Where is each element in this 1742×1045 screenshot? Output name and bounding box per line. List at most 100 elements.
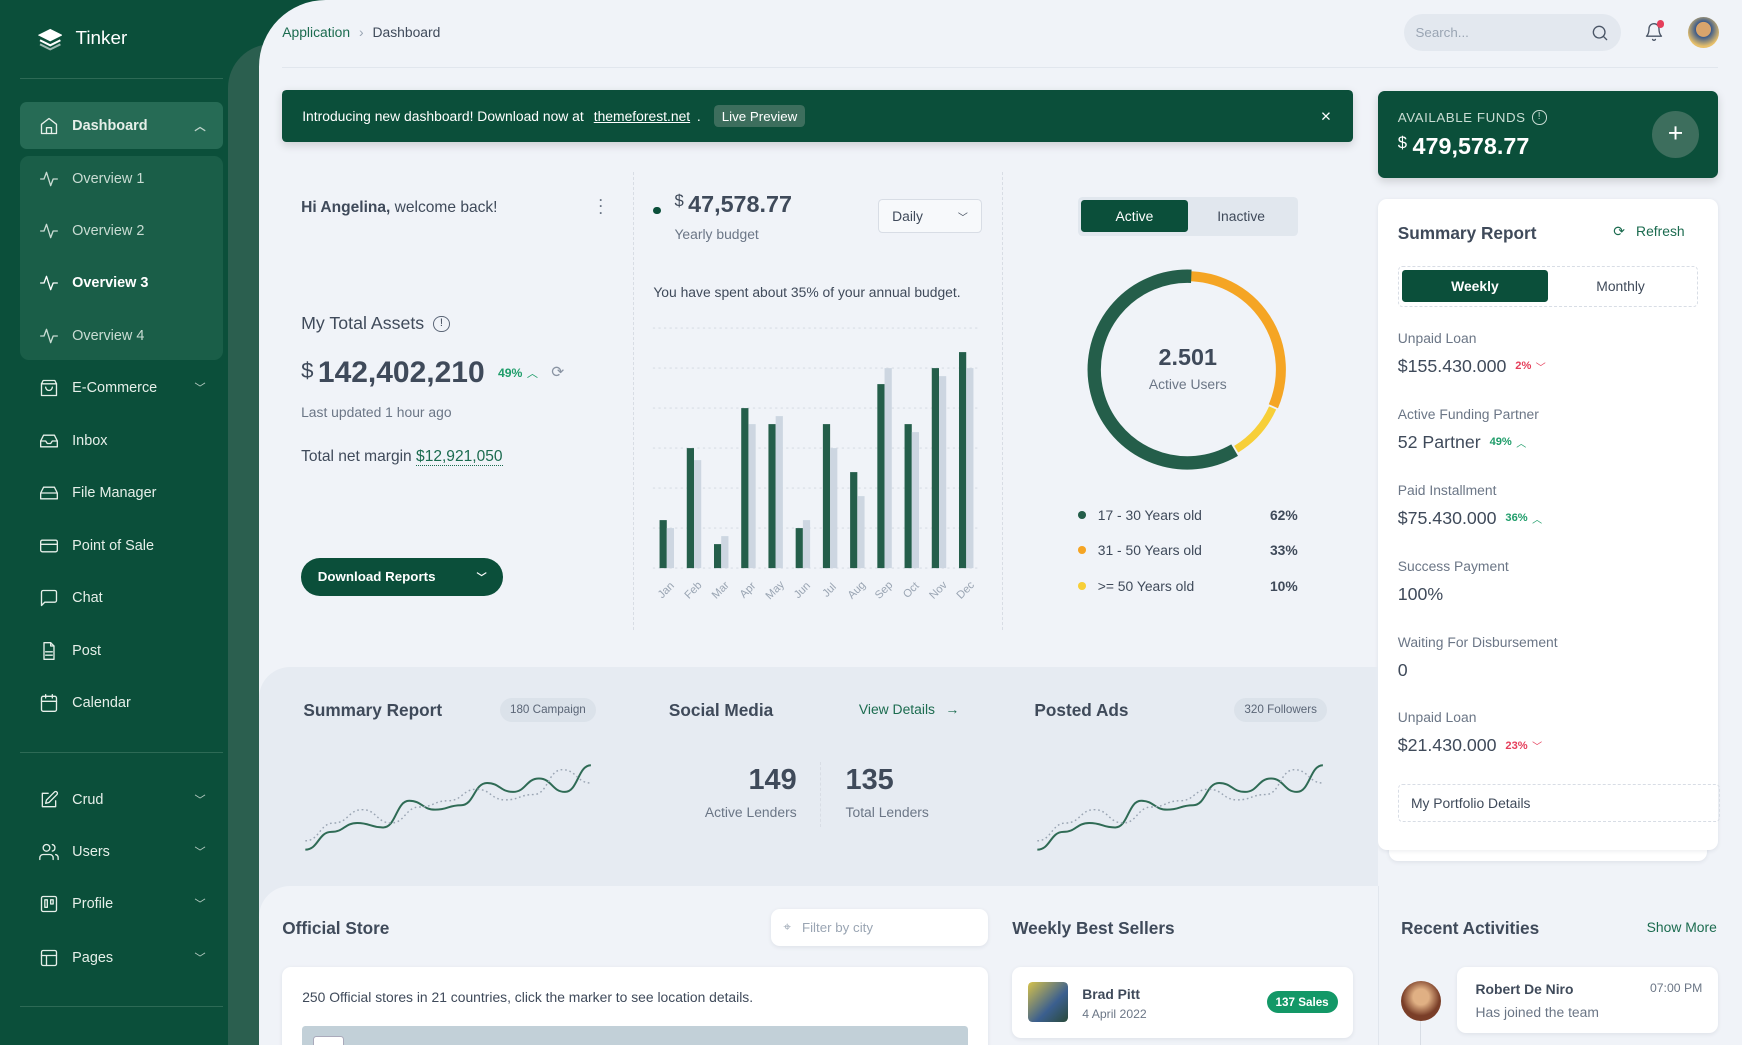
bar-jan-secondary[interactable] bbox=[667, 527, 675, 568]
activity-icon bbox=[39, 223, 58, 239]
show-more-link[interactable]: Show More bbox=[1646, 918, 1717, 935]
bar-jun-secondary[interactable] bbox=[803, 519, 811, 568]
bar-apr-secondary[interactable] bbox=[748, 423, 757, 568]
donut-slice-1[interactable] bbox=[1187, 271, 1287, 409]
bar-apr-primary[interactable] bbox=[741, 407, 749, 568]
trello-icon bbox=[40, 896, 58, 913]
summary-report-card: Summary Report ⟳ Refresh Weekly Monthly U… bbox=[1377, 198, 1720, 850]
sidebar-item-overview-1[interactable]: Overview 1 bbox=[20, 156, 223, 203]
plus-icon: + bbox=[1667, 118, 1684, 149]
bar-sep-primary[interactable] bbox=[877, 383, 885, 568]
bar-may-secondary[interactable] bbox=[776, 415, 784, 568]
donut-slice-2[interactable] bbox=[1234, 406, 1277, 453]
message-square-icon bbox=[40, 589, 58, 606]
bar-jul-primary[interactable] bbox=[823, 423, 831, 568]
net-margin-value[interactable]: $12,921,050 bbox=[416, 447, 503, 466]
bar-aug-primary[interactable] bbox=[850, 471, 858, 568]
map-zoom-control[interactable] bbox=[313, 1035, 345, 1045]
bar-aug-secondary[interactable] bbox=[857, 495, 865, 568]
breadcrumb-application[interactable]: Application bbox=[282, 24, 351, 41]
summary-sparkline bbox=[305, 764, 592, 851]
x-tick-label: Nov bbox=[928, 579, 951, 602]
sidebar-item-chat[interactable]: Chat bbox=[20, 574, 223, 621]
sidebar: Tinker Dashboard ︿ Overview 1 Overview 2 Ove… bbox=[0, 0, 244, 1045]
change-percent: 36% bbox=[1505, 512, 1528, 525]
map-pin-icon: ⌖ bbox=[783, 919, 791, 935]
sidebar-item-profile[interactable]: Profile ﹀ bbox=[20, 881, 223, 928]
bar-dec-primary[interactable] bbox=[959, 351, 967, 568]
donut-slice-0[interactable] bbox=[1087, 270, 1239, 470]
sidebar-item-crud[interactable]: Crud ﹀ bbox=[20, 777, 223, 824]
bar-mar-primary[interactable] bbox=[714, 543, 722, 568]
sidebar-item-overview-4[interactable]: Overview 4 bbox=[20, 312, 223, 359]
more-vertical-icon[interactable]: · · · bbox=[597, 188, 604, 222]
bar-feb-primary[interactable] bbox=[687, 447, 695, 568]
activity-item[interactable]: Robert De Niro 07:00 PM Has joined the t… bbox=[1456, 966, 1718, 1034]
search-input[interactable]: Search... bbox=[1404, 14, 1622, 52]
summary-item-value: $21.430.000 bbox=[1397, 735, 1497, 756]
sidebar-item-file-manager[interactable]: File Manager bbox=[20, 470, 223, 517]
bar-nov-primary[interactable] bbox=[932, 367, 940, 568]
bar-feb-secondary[interactable] bbox=[694, 459, 702, 568]
summary-item-label: Success Payment bbox=[1397, 557, 1509, 574]
sidebar-item-overview-2[interactable]: Overview 2 bbox=[20, 208, 223, 255]
sidebar-item-label: Chat bbox=[72, 589, 103, 606]
period-value: Daily bbox=[892, 208, 923, 225]
app-logo[interactable]: Tinker bbox=[37, 27, 127, 51]
seller-name: Brad Pitt bbox=[1082, 985, 1141, 1002]
refresh-button[interactable]: ⟳ Refresh bbox=[1613, 223, 1684, 240]
bar-jul-secondary[interactable] bbox=[830, 447, 838, 568]
tab-monthly[interactable]: Monthly bbox=[1596, 278, 1645, 295]
info-icon[interactable]: ! bbox=[433, 315, 450, 333]
summary-item-label: Unpaid Loan bbox=[1397, 329, 1477, 346]
seller-item[interactable]: Brad Pitt 4 April 2022 137 Sales bbox=[1012, 966, 1354, 1038]
filter-city-input[interactable]: ⌖ Filter by city bbox=[771, 908, 988, 946]
column-divider bbox=[633, 172, 635, 630]
x-tick-label: Dec bbox=[955, 579, 978, 602]
view-details-link[interactable]: View Details → bbox=[859, 701, 959, 717]
sidebar-item-dashboard[interactable]: Dashboard ︿ bbox=[19, 102, 224, 149]
refresh-icon[interactable]: ⟳ bbox=[551, 364, 565, 382]
sidebar-item-users[interactable]: Users ﹀ bbox=[20, 829, 223, 876]
bar-oct-primary[interactable] bbox=[904, 423, 913, 568]
bar-sep-secondary[interactable] bbox=[884, 367, 893, 568]
sidebar-item-pages[interactable]: Pages ﹀ bbox=[20, 934, 223, 981]
period-select[interactable]: Daily ﹀ bbox=[877, 198, 983, 234]
sidebar-item-inbox[interactable]: Inbox bbox=[20, 418, 223, 465]
summary-item-value: 100% bbox=[1397, 583, 1444, 604]
info-icon[interactable]: ! bbox=[1532, 110, 1547, 125]
budget-bar-chart: Jan Feb Mar Apr May Jun Jul Aug Sep Oct Nov Dec bbox=[653, 327, 980, 602]
user-avatar[interactable] bbox=[1687, 16, 1719, 48]
bar-oct-secondary[interactable] bbox=[912, 431, 920, 568]
tab-weekly[interactable]: Weekly bbox=[1402, 269, 1548, 303]
banner-link[interactable]: themeforest.net bbox=[593, 108, 691, 125]
bar-dec-secondary[interactable] bbox=[966, 367, 974, 568]
sidebar-item-overview-3[interactable]: Overview 3 bbox=[20, 260, 223, 307]
sidebar-item-label: Users bbox=[72, 844, 110, 861]
bar-jun-primary[interactable] bbox=[796, 527, 804, 568]
live-preview-button[interactable]: Live Preview bbox=[713, 105, 806, 127]
sidebar-item-e-commerce[interactable]: E-Commerce ﹀ bbox=[20, 364, 223, 411]
change-percent: 2% bbox=[1515, 360, 1532, 373]
active-users-total: 2.501 bbox=[1158, 344, 1217, 371]
bar-may-primary[interactable] bbox=[768, 423, 777, 568]
sidebar-item-point-of-sale[interactable]: Point of Sale bbox=[20, 522, 223, 569]
bell-icon[interactable] bbox=[1644, 22, 1664, 42]
sidebar-item-post[interactable]: Post bbox=[20, 628, 223, 675]
tab-inactive[interactable]: Inactive bbox=[1217, 208, 1266, 225]
breadcrumb-dashboard: Dashboard bbox=[372, 24, 441, 41]
divider bbox=[19, 752, 224, 754]
bar-nov-secondary[interactable] bbox=[939, 375, 947, 568]
sidebar-item-calendar[interactable]: Calendar bbox=[20, 680, 223, 727]
store-map[interactable] bbox=[302, 1025, 968, 1045]
add-funds-button[interactable]: + bbox=[1652, 111, 1699, 158]
bar-jan-primary[interactable] bbox=[659, 519, 668, 568]
download-reports-button[interactable]: Download Reports ﹀ bbox=[301, 557, 504, 596]
portfolio-details-button[interactable]: My Portfolio Details bbox=[1397, 784, 1720, 823]
bar-mar-secondary[interactable] bbox=[721, 535, 729, 568]
search-icon[interactable] bbox=[1590, 23, 1610, 43]
tab-active[interactable]: Active bbox=[1081, 199, 1188, 233]
greeting-name: Hi Angelina, bbox=[301, 198, 391, 216]
hard-drive-icon bbox=[39, 486, 58, 500]
close-icon[interactable]: × bbox=[1320, 105, 1332, 126]
